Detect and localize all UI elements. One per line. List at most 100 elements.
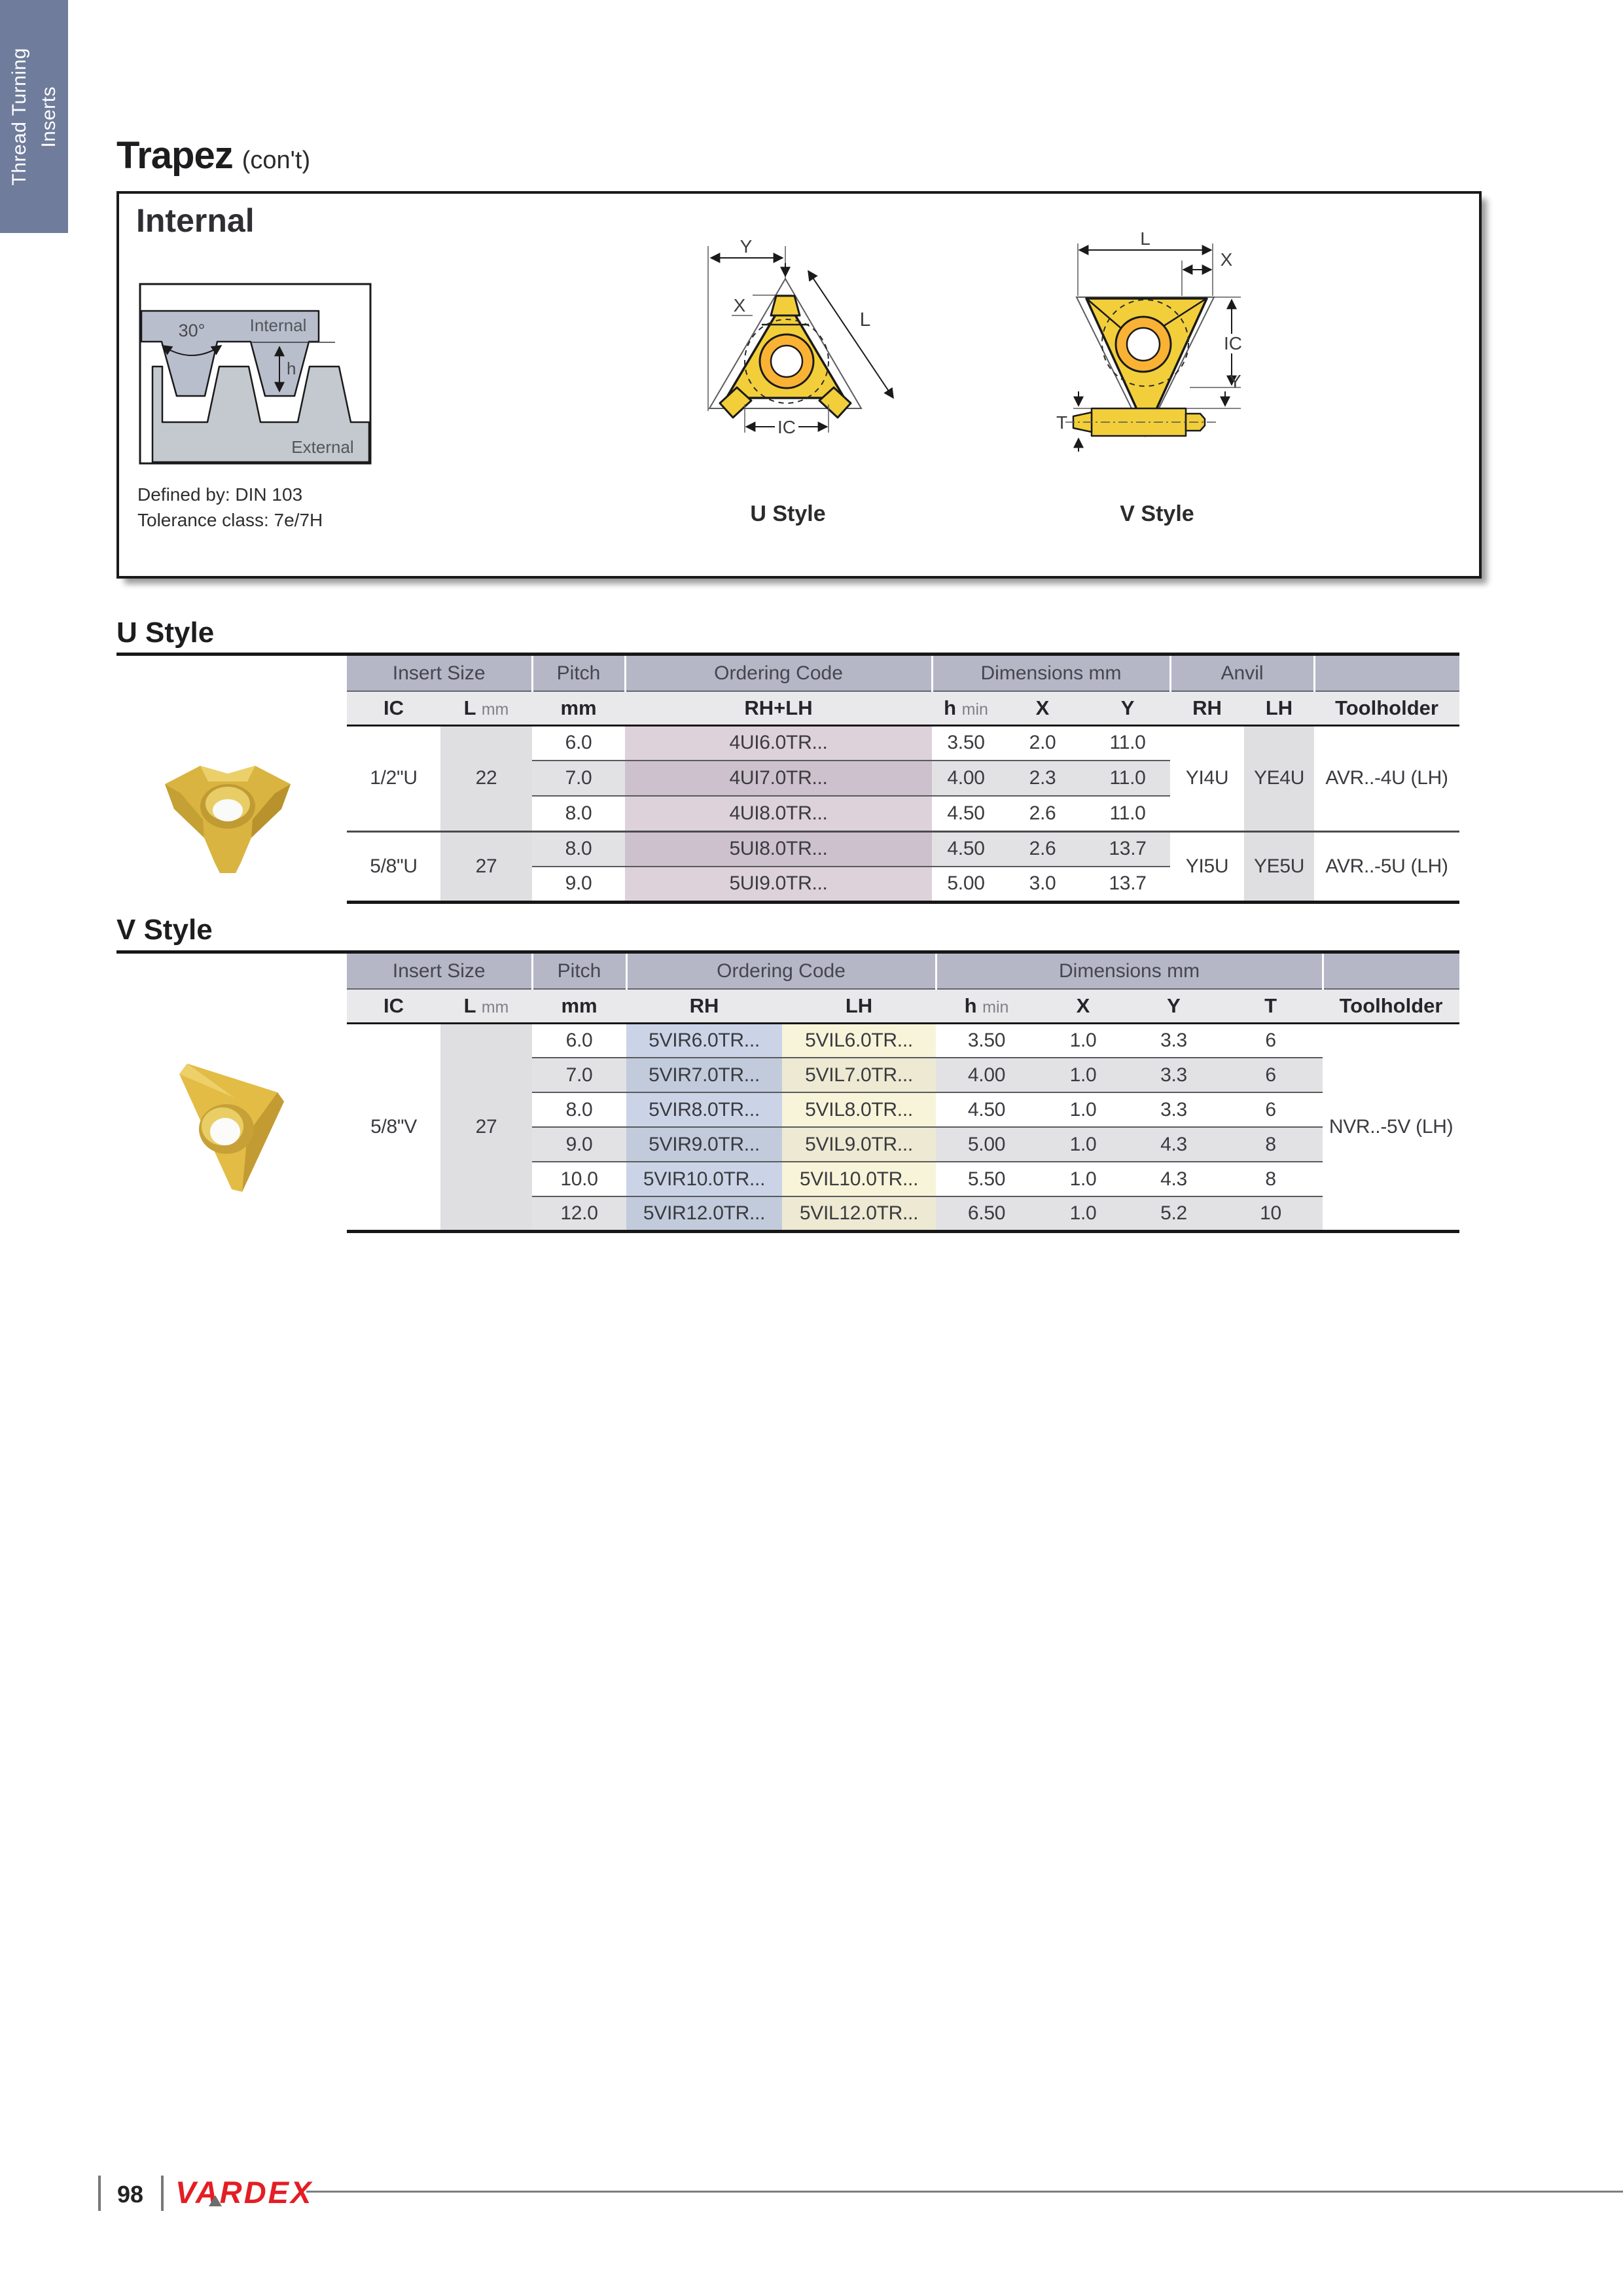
pitch-cell: 12.0 <box>532 1196 627 1231</box>
u-header-anvil: Anvil <box>1169 656 1315 692</box>
u-header-pitch: Pitch <box>531 656 626 692</box>
pitch-cell: 9.0 <box>532 867 626 902</box>
footer-divider-right <box>161 2176 164 2211</box>
h-label: h <box>287 359 296 378</box>
theoretical-triangle <box>1075 296 1215 438</box>
internal-label: Internal <box>250 315 307 335</box>
pitch-cell: 7.0 <box>532 1058 627 1093</box>
u-subheader-ic: IC <box>347 691 440 726</box>
v-style-insert-photo <box>179 1064 284 1192</box>
u-style-table: Insert Size Pitch Ordering Code Dimensio… <box>347 656 1460 904</box>
lh-code-cell: 5VIL8.0TR... <box>782 1092 936 1128</box>
x-cell: 1.0 <box>1037 1162 1130 1197</box>
x-cell: 2.3 <box>1000 761 1086 797</box>
ic-cell: 5/8"U <box>347 830 440 902</box>
ordering-code-cell: 4UI6.0TR... <box>625 725 933 761</box>
lh-code-cell: 5VIL12.0TR... <box>782 1196 936 1231</box>
y-cell: 5.2 <box>1129 1196 1219 1231</box>
tolerance-note: Tolerance class: 7e/7H <box>137 510 323 530</box>
ic-cell: 1/2"U <box>370 767 418 789</box>
u-subheader-mm: mm <box>532 691 626 726</box>
internal-panel: Internal 30° Internal h External Defined… <box>116 191 1482 579</box>
angle-label: 30° <box>179 321 205 340</box>
hmin-cell: 3.50 <box>936 1023 1038 1058</box>
side-view-left-tooth <box>1072 411 1093 433</box>
sidebar-tab-line2: Inserts <box>38 86 60 147</box>
t-dim-label: T <box>1056 412 1067 433</box>
v-subheader-rh: RH <box>626 989 783 1024</box>
thread-profile-diagram: 30° Internal h External <box>139 283 372 465</box>
ic-label-bg <box>1221 334 1245 353</box>
v-header-blank <box>1321 954 1460 990</box>
panel-notes: Defined by: DIN 103 Tolerance class: 7e/… <box>137 482 323 533</box>
pitch-cell: 10.0 <box>532 1162 627 1197</box>
sidebar-tab-thread-turning-inserts: Thread Turning Inserts <box>0 0 68 233</box>
h-unit: min <box>982 997 1009 1016</box>
photo-shade <box>242 1092 284 1192</box>
v-subheader-hmin: h min <box>936 989 1038 1024</box>
y-cell: 3.3 <box>1129 1023 1219 1058</box>
table-row: 7.0 5VIR7.0TR... 5VIL7.0TR... 4.00 1.0 3… <box>347 1058 1459 1093</box>
u-insert-right-tooth <box>818 386 852 419</box>
ic-label-bg <box>775 416 798 436</box>
pitch-cell: 9.0 <box>532 1127 627 1162</box>
table-row: 7.0 4UI7.0TR... 4.00 2.3 11.0 <box>347 761 1459 797</box>
photo-shade-left <box>165 784 204 838</box>
v-style-section-heading: V Style <box>116 914 213 946</box>
table-row: 5/8"V 27 6.0 5VIR6.0TR... 5VIL6.0TR... 3… <box>347 1023 1459 1231</box>
v-header-pitch: Pitch <box>531 954 627 990</box>
inscribed-circle <box>744 319 829 404</box>
pitch-cell: 6.0 <box>532 1023 627 1058</box>
hmin-cell: 4.50 <box>936 1092 1038 1128</box>
l-dim-label: L <box>860 309 871 331</box>
u-style-section-heading: U Style <box>116 617 215 649</box>
external-thread-shape <box>151 365 370 463</box>
u-insert-hole <box>770 344 804 378</box>
l-bold: L <box>463 994 476 1017</box>
pitch-cell: 8.0 <box>532 830 626 867</box>
vardex-logo: VARDEX <box>175 2175 313 2210</box>
anvil-rh-cell: YI5U <box>1170 830 1245 902</box>
y-cell: 13.7 <box>1085 867 1171 902</box>
hmin-cell: 4.00 <box>936 1058 1038 1093</box>
u-subheader-x: X <box>1000 691 1086 726</box>
anvil-rh-cell: YI4U <box>1185 767 1229 789</box>
v-style-table: Insert Size Pitch Ordering Code Dimensio… <box>347 954 1460 1233</box>
u-style-rule <box>116 653 1459 656</box>
v-header-dimensions: Dimensions mm <box>935 954 1323 990</box>
v-subheader-ic: IC <box>347 989 440 1024</box>
v-insert-hole <box>1126 327 1161 362</box>
x-cell: 1.0 <box>1037 1196 1130 1231</box>
inscribed-circle <box>1101 299 1189 387</box>
u-subheader-lh: LH <box>1244 691 1315 726</box>
external-label: External <box>291 437 353 457</box>
y-cell: 3.3 <box>1129 1092 1219 1128</box>
y-cell: 11.0 <box>1085 761 1171 797</box>
t-cell: 8 <box>1219 1127 1323 1162</box>
x-cell: 1.0 <box>1037 1058 1130 1093</box>
table-row: 5/8"U 27 8.0 5UI8.0TR... 4.50 2.6 13.7 Y… <box>347 830 1460 902</box>
l-cell: 27 <box>440 830 533 902</box>
v-subheader-l: L mm <box>440 989 533 1024</box>
u-header-dimensions: Dimensions mm <box>931 656 1171 692</box>
page-number: 98 <box>116 2181 144 2208</box>
x-dim-label: X <box>1221 249 1233 270</box>
u-header-ordering-code: Ordering Code <box>624 656 933 692</box>
y-cell: 13.7 <box>1085 830 1171 867</box>
x-cell: 2.0 <box>1000 725 1086 761</box>
hmin-cell: 6.50 <box>936 1196 1038 1231</box>
lh-code-cell: 5VIL10.0TR... <box>782 1162 936 1197</box>
toolholder-cell: AVR..-4U (LH) <box>1325 767 1448 789</box>
l-bold: L <box>463 696 476 719</box>
lh-code-cell: 5VIL6.0TR... <box>782 1023 936 1058</box>
u-table-subheader-row: IC L mm mm RH+LH h min X Y RH LH Toolhol… <box>347 691 1460 726</box>
sidebar-tab-label: Thread Turning Inserts <box>5 48 63 185</box>
x-cell: 1.0 <box>1037 1023 1130 1058</box>
u-table-group-header-row: Insert Size Pitch Ordering Code Dimensio… <box>347 656 1460 692</box>
hmin-cell: 3.50 <box>932 725 1001 761</box>
v-subheader-mm: mm <box>532 989 627 1024</box>
v-subheader-toolholder: Toolholder <box>1323 989 1460 1024</box>
rh-code-cell: 5VIR9.0TR... <box>626 1127 783 1162</box>
photo-highlight <box>179 1064 234 1098</box>
